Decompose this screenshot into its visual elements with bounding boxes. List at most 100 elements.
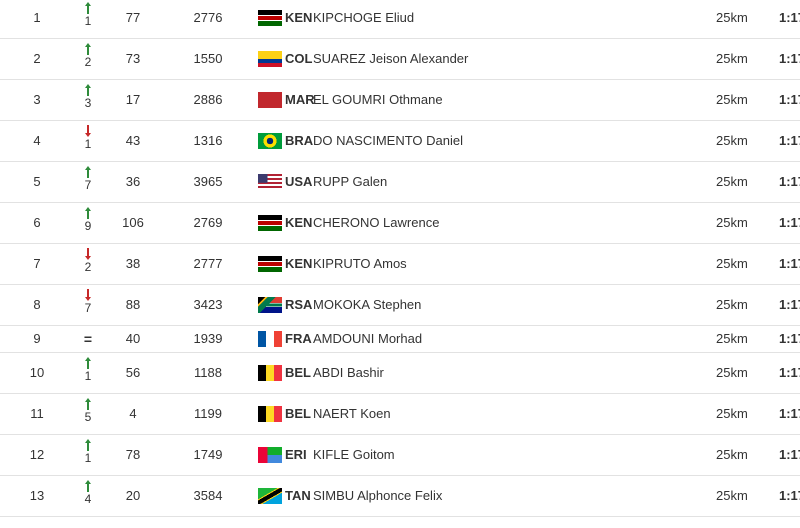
- distance: 25km: [716, 132, 748, 148]
- position: 36: [125, 173, 141, 189]
- bib: 3423: [193, 296, 223, 312]
- bib: 1199: [194, 405, 222, 421]
- arrow-up: [85, 397, 91, 410]
- trend-arrow: [85, 247, 91, 260]
- distance: 25km: [716, 364, 748, 380]
- flag: [258, 296, 282, 313]
- rank: 11: [30, 405, 44, 421]
- distance: 25km: [716, 487, 748, 503]
- trend-arrow: [85, 356, 91, 369]
- bib: 2777: [193, 255, 223, 271]
- flag: [258, 132, 282, 149]
- country-code: MAR: [285, 91, 315, 107]
- position: 43: [125, 132, 141, 148]
- change: 7: [84, 300, 92, 315]
- distance: 25km: [716, 173, 748, 189]
- position: 56: [125, 364, 141, 380]
- country-code: RSA: [285, 296, 313, 312]
- distance: 25km: [716, 214, 748, 230]
- change: 5: [84, 409, 92, 424]
- athlete-name: ABDI Bashir: [313, 364, 384, 380]
- rank: 3: [33, 91, 41, 107]
- country-code: KEN: [285, 9, 313, 25]
- distance: 25km: [716, 446, 748, 462]
- flag: [258, 91, 282, 108]
- trend-arrow: [85, 42, 91, 55]
- arrow-up: [85, 479, 91, 492]
- athlete-name: SIMBU Alphonce Felix: [313, 487, 443, 503]
- rank: 5: [33, 173, 41, 189]
- time: 1:17: [779, 214, 800, 230]
- trend-arrow: [85, 124, 91, 137]
- position: 40: [125, 330, 141, 346]
- distance: 25km: [716, 9, 748, 25]
- athlete-name: AMDOUNI Morhad: [313, 330, 423, 346]
- arrow-up: [85, 1, 91, 14]
- arrow-up: [85, 438, 91, 451]
- flag: [258, 330, 282, 347]
- arrow-down: [85, 247, 91, 260]
- country-code: USA: [285, 173, 313, 189]
- position: 20: [125, 487, 141, 503]
- trend-arrow: [85, 479, 91, 492]
- time: 1:17: [779, 9, 800, 25]
- athlete-name: SUAREZ Jeison Alexander: [313, 50, 469, 66]
- trend-arrow: [85, 83, 91, 96]
- time: 1:17: [779, 296, 800, 312]
- time: 1:17: [779, 487, 800, 503]
- bib: 1550: [193, 50, 223, 66]
- rank: 4: [33, 132, 41, 148]
- distance: 25km: [716, 255, 748, 271]
- position: 106: [122, 214, 144, 230]
- time: 1:17: [779, 173, 800, 189]
- arrow-up: [85, 206, 91, 219]
- change: 9: [84, 218, 92, 233]
- bib: 1749: [193, 446, 223, 462]
- flag: [258, 364, 282, 381]
- rank: 10: [29, 364, 45, 380]
- flag: [258, 487, 282, 504]
- distance: 25km: [716, 405, 748, 421]
- position: 4: [129, 405, 137, 421]
- result-row: 2 2 73 1550 COL SUAREZ Jeison Alexander 25km 1:…: [0, 38, 800, 80]
- flag: [258, 173, 282, 190]
- arrow-up: [85, 356, 91, 369]
- country-code: COL: [285, 50, 313, 66]
- time: 1:17: [779, 330, 800, 346]
- rank: 6: [33, 214, 41, 230]
- rank: 9: [33, 330, 41, 346]
- position: 38: [125, 255, 141, 271]
- position: 88: [125, 296, 141, 312]
- arrow-up: [85, 83, 91, 96]
- country-code: FRA: [285, 330, 312, 346]
- arrow-down: [85, 288, 91, 301]
- trend-arrow: [85, 438, 91, 451]
- time: 1:17: [779, 446, 800, 462]
- country-code: TAN: [285, 487, 311, 503]
- change: 4: [84, 491, 92, 506]
- arrow-up: [85, 165, 91, 178]
- athlete-name: CHERONO Lawrence: [313, 214, 440, 230]
- bib: 2886: [193, 91, 223, 107]
- athlete-name: MOKOKA Stephen: [313, 296, 422, 312]
- time: 1:17: [779, 91, 800, 107]
- country-code: KEN: [285, 214, 313, 230]
- bib: 3584: [193, 487, 223, 503]
- rank: 12: [29, 446, 45, 462]
- change: 1: [84, 450, 92, 465]
- bib: 2776: [193, 9, 223, 25]
- bib: 1316: [193, 132, 223, 148]
- bib: 3965: [193, 173, 223, 189]
- athlete-name: RUPP Galen: [313, 173, 388, 189]
- athlete-name: DO NASCIMENTO Daniel: [313, 132, 464, 148]
- time: 1:17: [779, 50, 800, 66]
- change: 1: [84, 368, 92, 383]
- country-code: BEL: [285, 364, 311, 380]
